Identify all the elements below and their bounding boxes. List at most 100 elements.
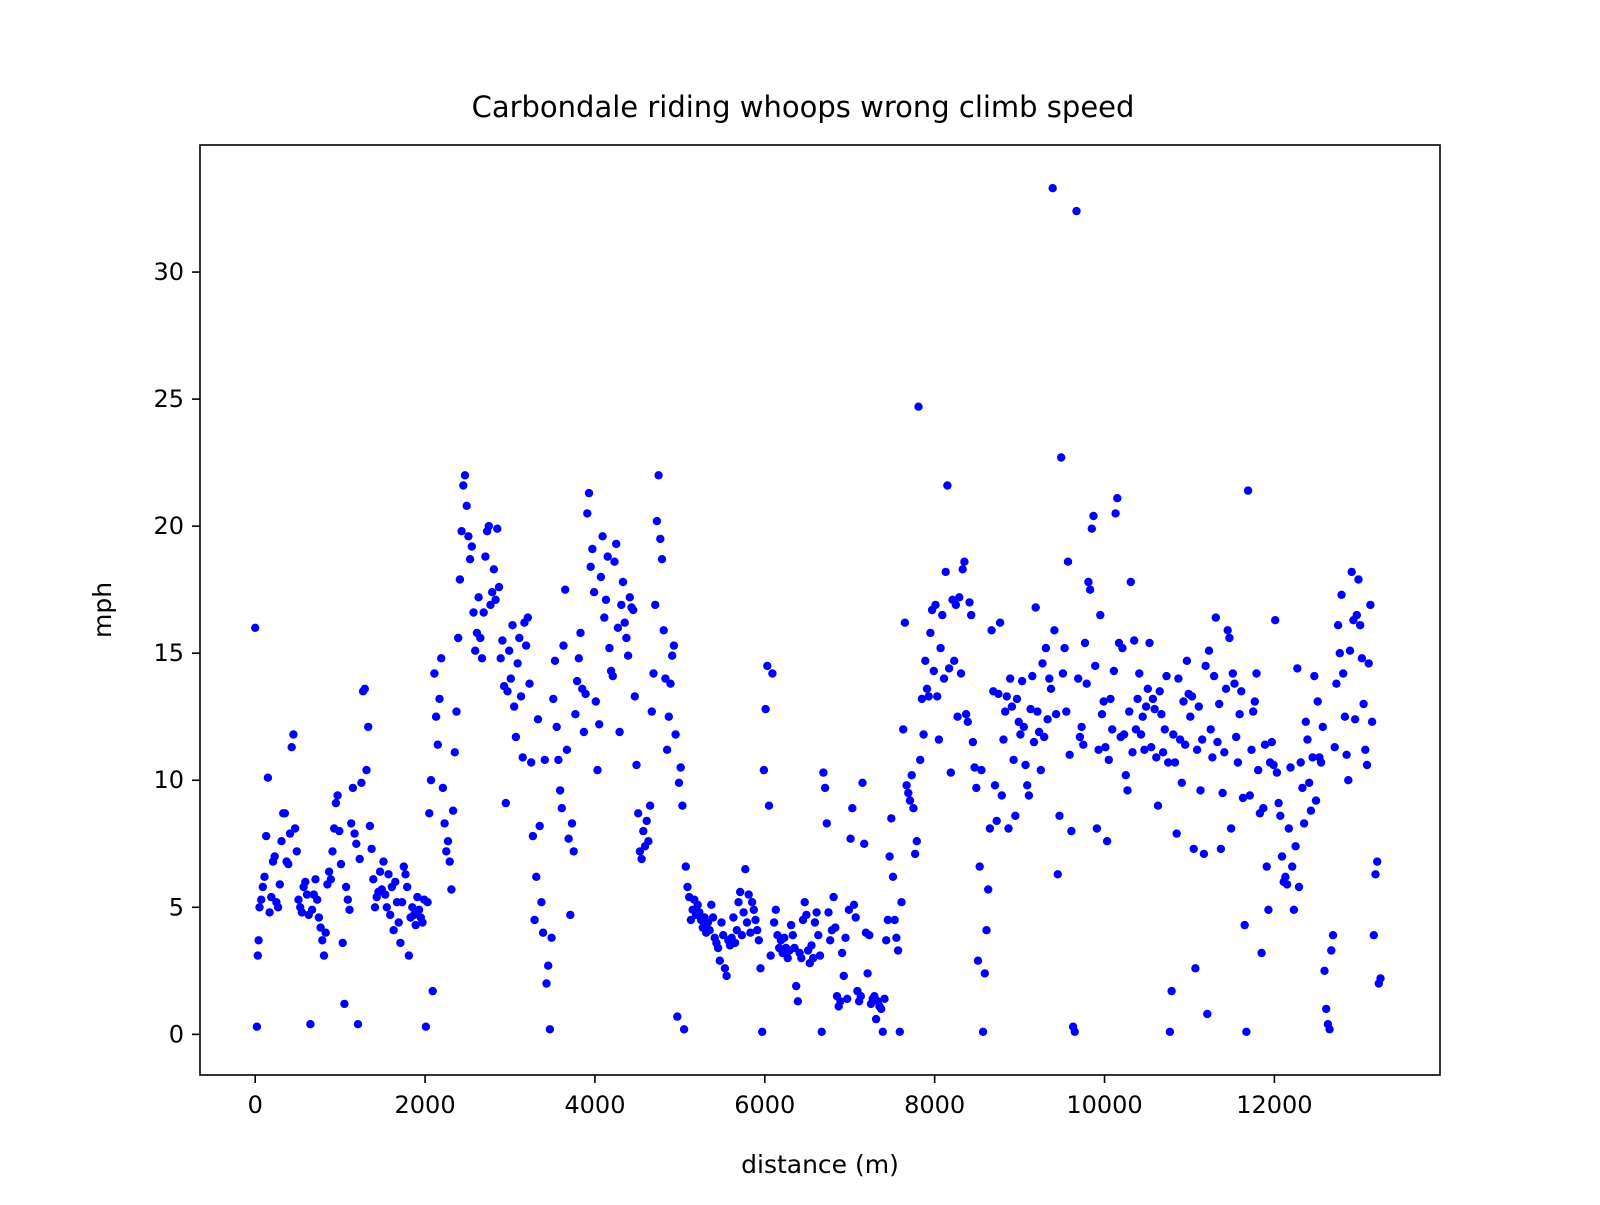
data-point bbox=[921, 656, 930, 665]
data-point bbox=[365, 821, 375, 831]
data-point bbox=[841, 933, 850, 942]
data-point bbox=[922, 684, 932, 693]
data-point bbox=[768, 669, 777, 678]
data-point bbox=[630, 692, 639, 701]
data-point bbox=[1135, 669, 1144, 678]
data-point bbox=[1067, 826, 1076, 836]
data-point bbox=[1050, 626, 1059, 635]
data-point bbox=[510, 702, 519, 711]
data-point bbox=[944, 664, 954, 673]
data-point bbox=[992, 816, 1001, 826]
data-point bbox=[1062, 707, 1071, 716]
data-point bbox=[251, 623, 260, 632]
data-point bbox=[1001, 707, 1010, 716]
data-point bbox=[326, 875, 335, 884]
data-point bbox=[1141, 702, 1151, 711]
data-point bbox=[1322, 1004, 1331, 1014]
data-point bbox=[255, 903, 264, 912]
data-point bbox=[550, 656, 560, 665]
data-point bbox=[1187, 692, 1197, 701]
data-point bbox=[391, 877, 400, 887]
data-point bbox=[766, 951, 775, 960]
data-point bbox=[1316, 758, 1326, 767]
data-point bbox=[525, 679, 534, 688]
data-point bbox=[1150, 704, 1159, 714]
data-point bbox=[1264, 905, 1273, 914]
data-point bbox=[956, 669, 966, 678]
data-point bbox=[693, 900, 702, 909]
data-point bbox=[552, 722, 561, 732]
data-point bbox=[396, 938, 405, 948]
data-point bbox=[1017, 676, 1027, 686]
data-point bbox=[1019, 722, 1028, 732]
data-point bbox=[262, 831, 271, 841]
data-point bbox=[297, 908, 307, 917]
data-point bbox=[783, 953, 792, 963]
data-point bbox=[1123, 786, 1132, 795]
data-point bbox=[386, 910, 395, 920]
data-point bbox=[273, 903, 283, 912]
data-point bbox=[491, 595, 500, 604]
data-point bbox=[484, 521, 493, 531]
data-point bbox=[1087, 524, 1097, 533]
data-point bbox=[1223, 626, 1232, 635]
data-point bbox=[810, 918, 820, 927]
data-point bbox=[683, 882, 692, 892]
data-point bbox=[1079, 740, 1088, 749]
data-point bbox=[1021, 760, 1030, 770]
data-point bbox=[593, 765, 602, 775]
data-point bbox=[904, 788, 913, 798]
y-tick-label: 25 bbox=[153, 385, 184, 413]
data-point bbox=[399, 862, 408, 871]
data-point bbox=[747, 898, 757, 907]
data-point bbox=[1113, 494, 1122, 503]
data-point bbox=[533, 715, 543, 724]
data-point bbox=[885, 852, 894, 861]
data-point bbox=[333, 791, 342, 800]
data-point bbox=[829, 892, 838, 902]
data-point bbox=[1364, 659, 1373, 668]
data-point bbox=[1201, 661, 1210, 671]
data-point bbox=[1012, 694, 1022, 704]
data-point bbox=[985, 824, 995, 833]
data-point bbox=[1097, 710, 1107, 719]
data-point bbox=[523, 613, 532, 622]
data-point bbox=[649, 669, 658, 678]
data-point bbox=[880, 994, 889, 1003]
data-point bbox=[336, 859, 346, 869]
x-axis-label: distance (m) bbox=[741, 1150, 899, 1179]
data-point bbox=[617, 600, 626, 610]
data-point bbox=[318, 936, 327, 945]
data-point bbox=[1225, 633, 1234, 643]
data-point bbox=[1267, 737, 1277, 747]
data-point bbox=[1357, 654, 1367, 663]
data-point bbox=[892, 933, 901, 942]
data-point bbox=[1226, 824, 1236, 833]
data-point bbox=[294, 895, 303, 904]
data-point bbox=[1077, 722, 1086, 732]
data-point bbox=[367, 844, 376, 854]
data-point bbox=[1345, 646, 1355, 655]
data-point bbox=[1272, 768, 1282, 777]
data-point bbox=[316, 923, 325, 932]
data-point bbox=[516, 692, 526, 701]
data-point bbox=[498, 636, 507, 645]
data-point bbox=[722, 971, 731, 981]
data-point bbox=[608, 671, 617, 681]
data-point bbox=[1164, 758, 1173, 767]
data-point bbox=[321, 928, 330, 937]
data-point bbox=[871, 1014, 881, 1024]
data-point bbox=[567, 819, 577, 828]
data-point bbox=[851, 913, 860, 922]
data-point bbox=[753, 926, 762, 935]
data-point bbox=[1284, 824, 1294, 833]
data-point bbox=[1026, 704, 1035, 714]
data-point bbox=[1065, 750, 1074, 759]
data-point bbox=[1118, 643, 1127, 653]
data-point bbox=[1157, 710, 1166, 719]
data-point bbox=[454, 633, 463, 643]
data-point bbox=[474, 593, 483, 602]
x-tick-label: 0 bbox=[248, 1091, 263, 1119]
data-point bbox=[1366, 600, 1375, 610]
